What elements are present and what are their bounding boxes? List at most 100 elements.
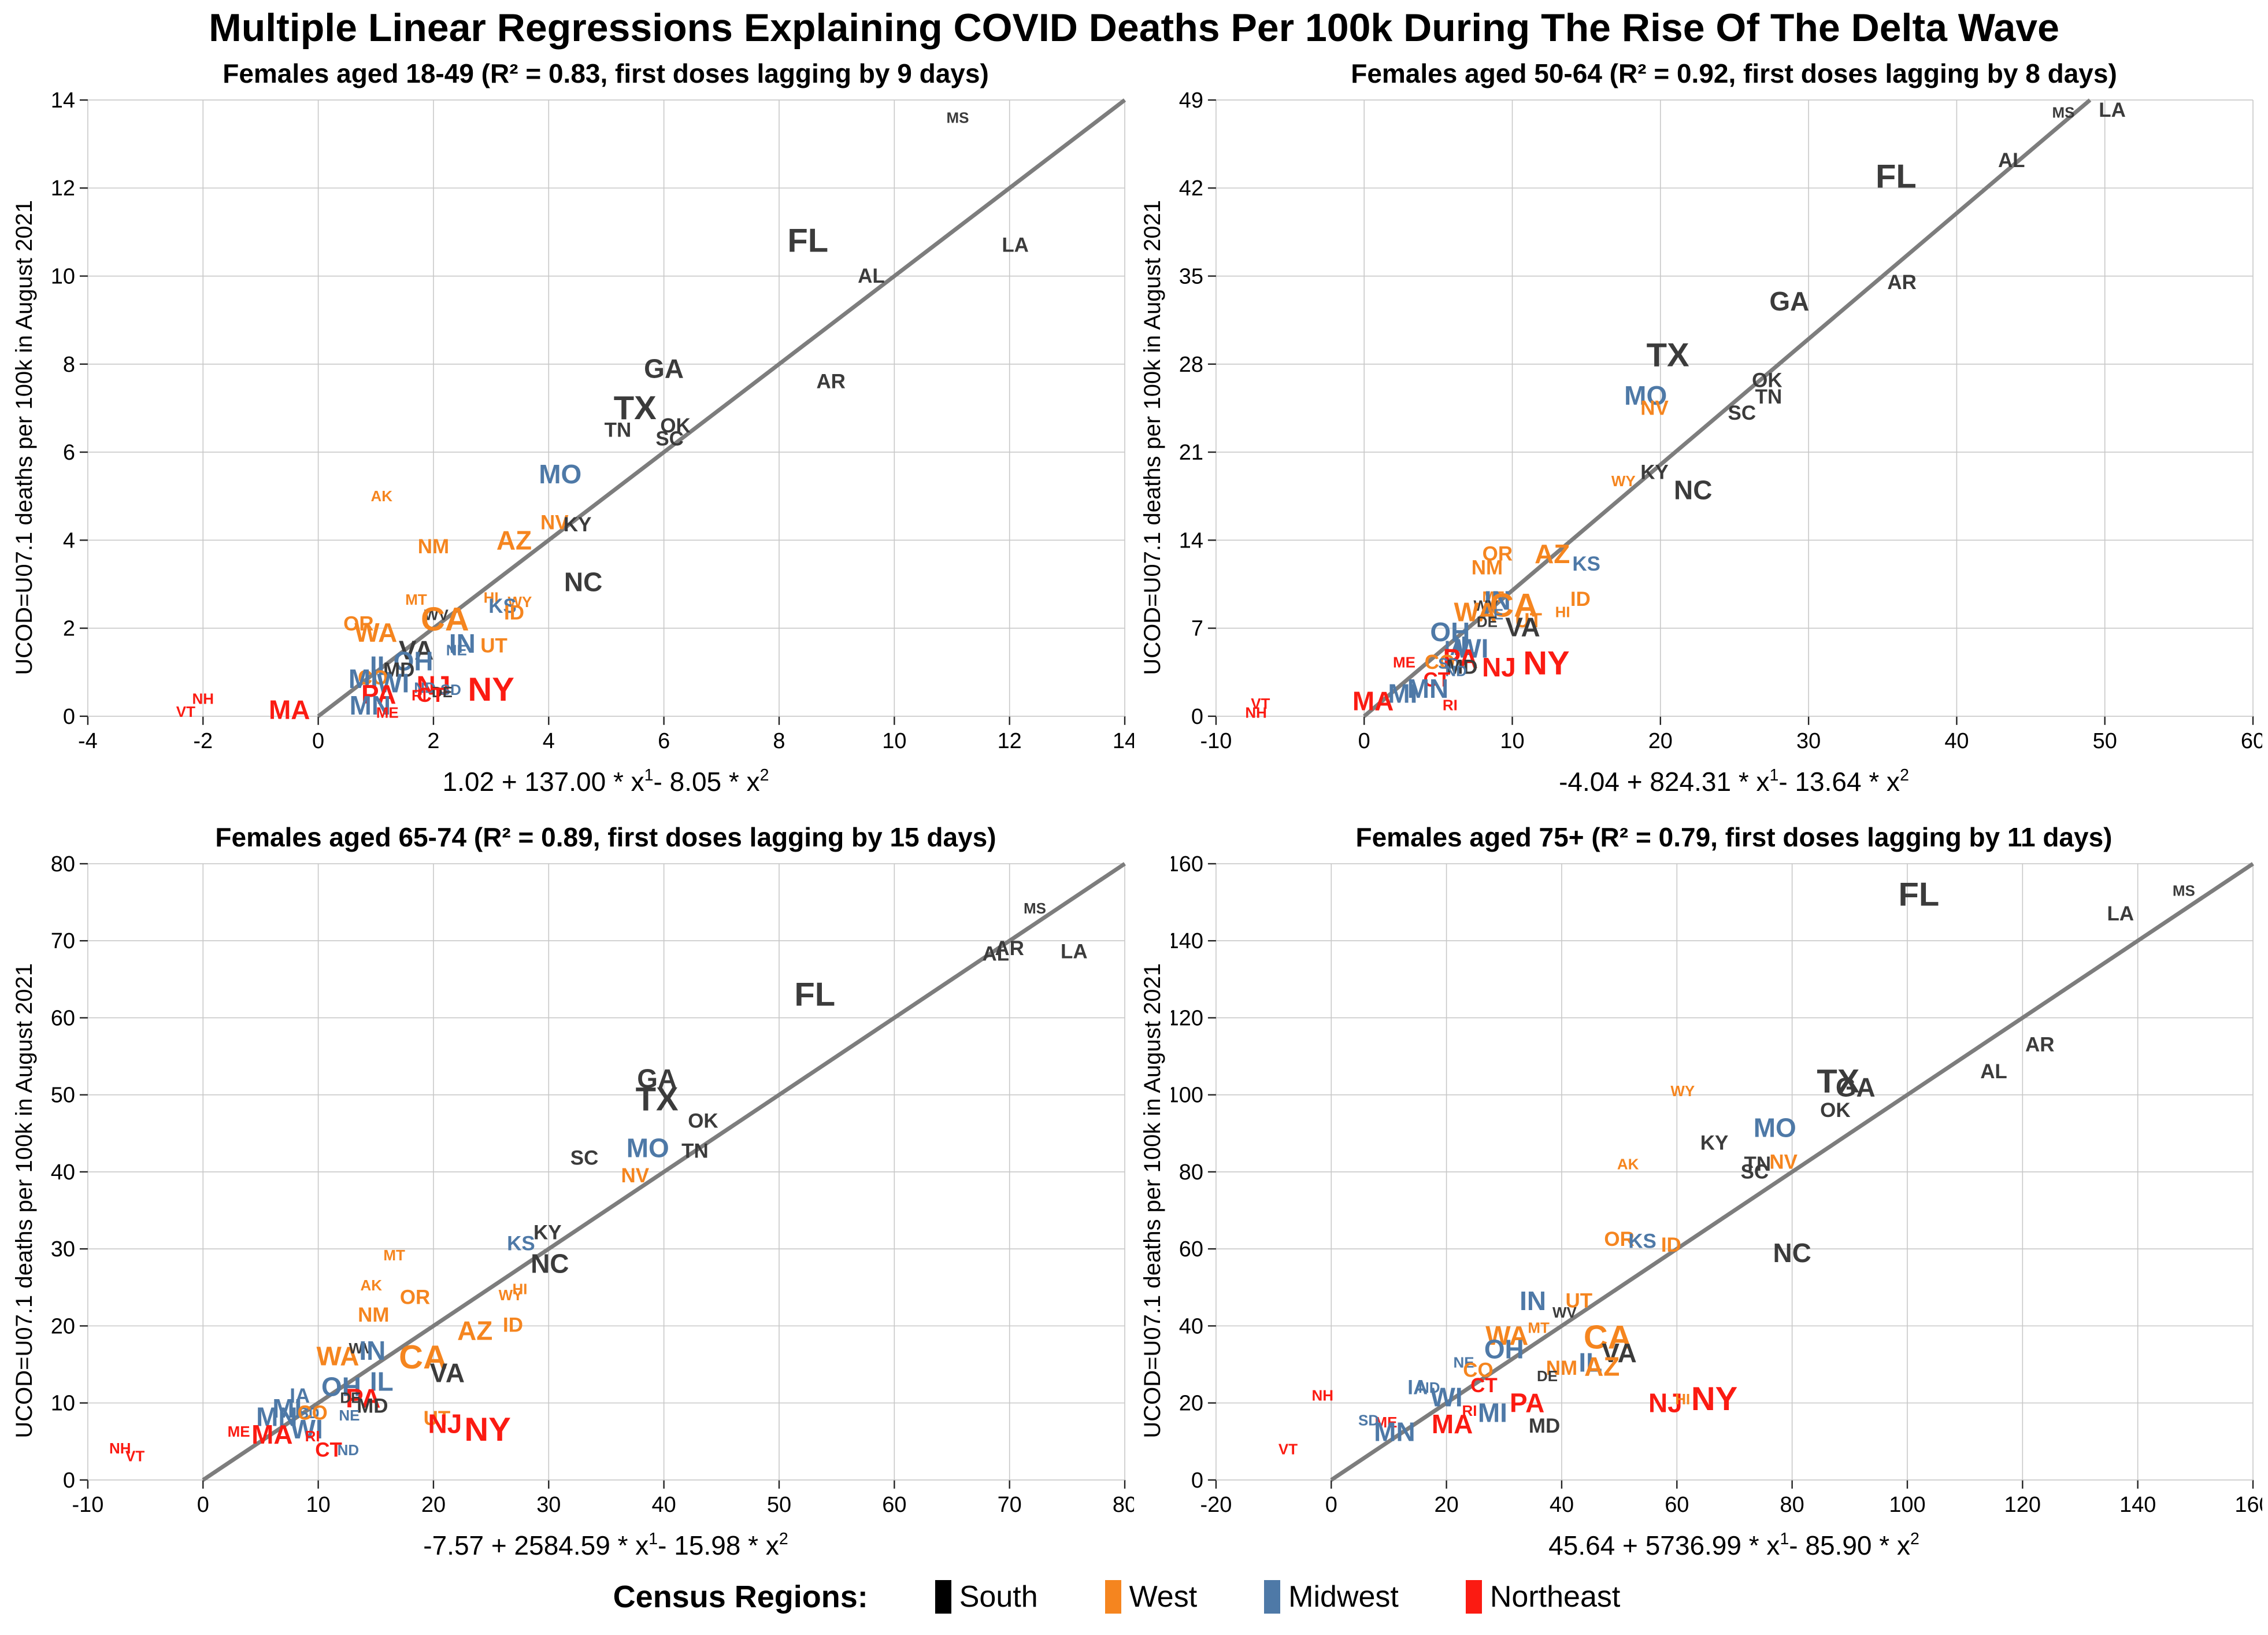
state-label-WA: WA — [1485, 1320, 1528, 1351]
state-label-NV: NV — [540, 511, 569, 534]
y-tick-label: 0 — [1191, 1468, 1203, 1493]
y-tick-label: 49 — [1179, 91, 1203, 113]
state-label-NY: NY — [468, 671, 514, 708]
state-label-AR: AR — [2025, 1033, 2054, 1056]
state-label-HI: HI — [1555, 603, 1570, 620]
state-label-IN: IN — [359, 1336, 386, 1366]
scatter-plot-4: -200204060801001201401600204060801001201… — [1171, 855, 2262, 1517]
state-label-GA: GA — [1769, 286, 1809, 316]
state-label-OK: OK — [1820, 1099, 1850, 1122]
x-tick-label: 60 — [1665, 1493, 1689, 1517]
state-label-HI: HI — [512, 1280, 527, 1297]
legend-title: Census Regions: — [613, 1579, 868, 1614]
x-tick-label: 20 — [1435, 1493, 1459, 1517]
state-label-ID: ID — [503, 1314, 523, 1336]
state-label-ND: ND — [414, 679, 436, 696]
x-tick-label: 60 — [2241, 729, 2262, 753]
state-label-NC: NC — [1674, 475, 1712, 505]
y-tick-label: 0 — [63, 705, 75, 729]
state-label-HI: HI — [484, 589, 499, 606]
state-label-ND: ND — [338, 1441, 360, 1459]
state-label-RI: RI — [305, 1427, 320, 1445]
x-tick-label: 40 — [1550, 1493, 1574, 1517]
identity-line — [1330, 861, 2254, 1482]
identity-line — [202, 861, 1126, 1482]
formula-part-1: -4.04 + 824.31 * x — [1559, 766, 1770, 797]
state-label-IA: IA — [1444, 637, 1465, 660]
state-label-WI: WI — [377, 668, 409, 698]
state-label-CA: CA — [1584, 1319, 1632, 1356]
y-axis-label-2: UCOD=U07.1 deaths per 100k in August 202… — [1134, 56, 1171, 819]
state-label-CA: CA — [399, 1339, 447, 1376]
state-label-OH: OH — [321, 1371, 361, 1401]
state-label-WV: WV — [349, 1340, 373, 1357]
panel-2: UCOD=U07.1 deaths per 100k in August 202… — [1134, 56, 2263, 819]
formula-sub-2: 2 — [1910, 1529, 1919, 1548]
state-label-IL: IL — [1453, 631, 1477, 661]
state-label-PA: PA — [361, 679, 396, 709]
state-label-VA: VA — [1602, 1338, 1636, 1368]
y-tick-label: 28 — [1179, 353, 1203, 377]
state-label-MA: MA — [251, 1419, 292, 1449]
state-label-WA: WA — [1454, 597, 1496, 627]
legend-swatch-west — [1105, 1580, 1121, 1614]
y-axis-label-text: UCOD=U07.1 deaths per 100k in August 202… — [11, 963, 37, 1438]
x-tick-label: 80 — [1113, 1493, 1134, 1517]
state-label-KS: KS — [507, 1232, 535, 1255]
y-tick-label: 70 — [51, 929, 75, 953]
legend-label: Midwest — [1288, 1580, 1399, 1614]
formula-part-1: 45.64 + 5736.99 * x — [1548, 1530, 1780, 1560]
x-tick-label: 120 — [2004, 1493, 2041, 1517]
state-label-VT: VT — [1278, 1440, 1298, 1458]
state-label-OH: OH — [1484, 1334, 1524, 1364]
state-label-MI: MI — [1478, 1397, 1507, 1427]
state-label-MO: MO — [1624, 380, 1667, 410]
legend-label: Northeast — [1489, 1580, 1621, 1614]
x-tick-label: 0 — [312, 729, 324, 753]
state-label-NE: NE — [446, 642, 467, 659]
state-label-FL: FL — [794, 976, 835, 1013]
y-tick-label: 6 — [63, 441, 75, 465]
y-tick-label: 0 — [1191, 705, 1203, 729]
state-label-NC: NC — [531, 1248, 569, 1278]
state-label-SC: SC — [1728, 402, 1756, 424]
state-label-WY: WY — [499, 1286, 523, 1304]
y-tick-label: 60 — [1179, 1237, 1203, 1262]
x-tick-label: 160 — [2234, 1493, 2262, 1517]
state-label-IL: IL — [370, 1366, 394, 1396]
y-tick-label: 7 — [1191, 617, 1203, 641]
state-label-CT: CT — [417, 684, 444, 706]
x-tick-label: 40 — [652, 1493, 676, 1517]
state-label-MN: MN — [1407, 674, 1448, 704]
state-label-MS: MS — [946, 109, 969, 126]
state-label-CO: CO — [297, 1401, 327, 1424]
state-label-TX: TX — [1817, 1063, 1859, 1100]
x-tick-label: 140 — [2119, 1493, 2156, 1517]
state-label-FL: FL — [1899, 876, 1940, 913]
state-label-RI: RI — [1443, 696, 1458, 713]
identity-line — [317, 98, 1126, 718]
panel-4: UCOD=U07.1 deaths per 100k in August 202… — [1134, 819, 2263, 1583]
x-tick-label: 0 — [1325, 1493, 1337, 1517]
state-label-MI: MI — [349, 664, 378, 694]
state-label-MD: MD — [383, 659, 414, 681]
formula-part-2: - 85.90 * x — [1789, 1530, 1910, 1560]
state-label-UT: UT — [480, 635, 507, 657]
state-label-CO: CO — [1425, 651, 1455, 674]
state-label-MS: MS — [1024, 900, 1046, 917]
state-label-OR: OR — [1604, 1228, 1634, 1251]
state-label-OH: OH — [1430, 617, 1470, 647]
panel-title-1: Females aged 18-49 (R² = 0.83, first dos… — [223, 58, 989, 88]
state-label-AK: AK — [1617, 1155, 1639, 1172]
y-tick-label: 10 — [51, 1391, 75, 1415]
state-label-NE: NE — [339, 1407, 360, 1424]
state-label-AL: AL — [1980, 1060, 2007, 1083]
x-tick-label: 20 — [1648, 729, 1673, 753]
state-label-TX: TX — [1647, 337, 1689, 374]
state-label-AZ: AZ — [457, 1315, 492, 1345]
y-tick-label: 14 — [51, 91, 75, 113]
state-label-NM: NM — [1546, 1357, 1577, 1379]
formula-part-2: - 15.98 * x — [658, 1530, 779, 1560]
